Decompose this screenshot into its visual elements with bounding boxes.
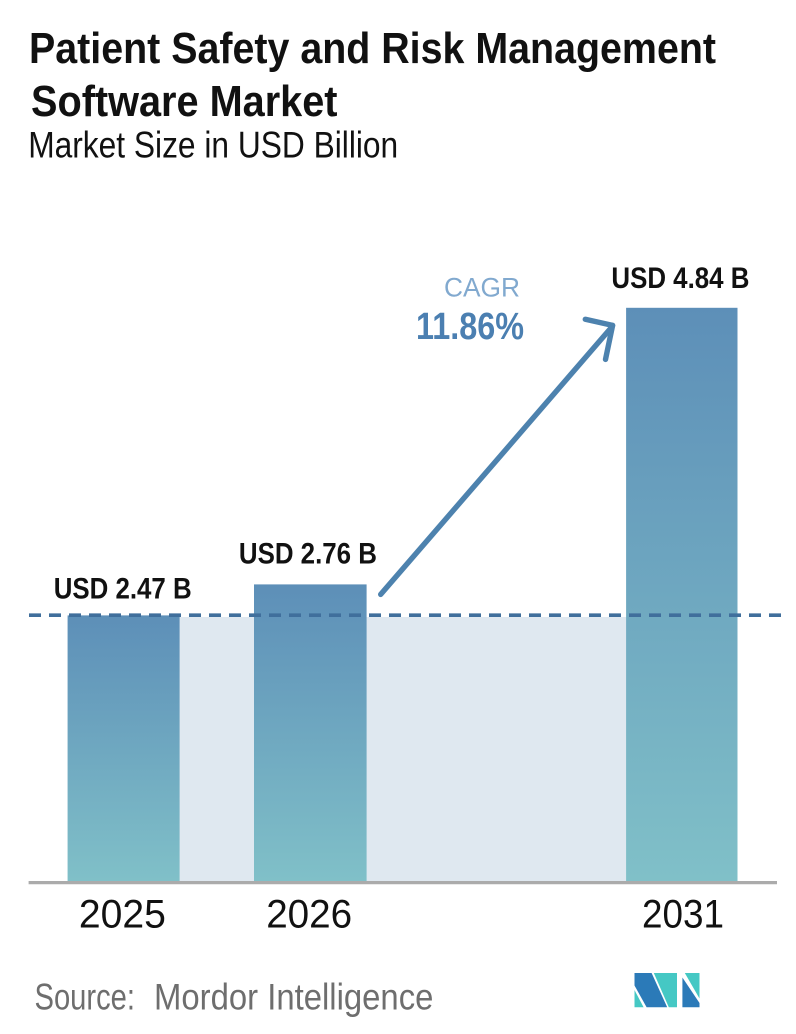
svg-text:2031: 2031: [642, 893, 724, 937]
svg-text:Software Market: Software Market: [31, 77, 338, 126]
svg-text:11.86%: 11.86%: [416, 306, 524, 348]
svg-text:2026: 2026: [266, 893, 352, 937]
svg-text:Source:: Source:: [35, 977, 136, 1018]
svg-text:USD 4.84 B: USD 4.84 B: [611, 262, 749, 295]
svg-text:USD 2.76 B: USD 2.76 B: [239, 537, 377, 570]
svg-text:2025: 2025: [79, 893, 166, 937]
svg-text:Patient Safety and Risk Manage: Patient Safety and Risk Management: [29, 24, 716, 73]
svg-text:Mordor Intelligence: Mordor Intelligence: [154, 977, 433, 1018]
svg-text:Market Size in USD Billion: Market Size in USD Billion: [28, 125, 398, 166]
svg-text:USD 2.47 B: USD 2.47 B: [54, 572, 192, 605]
svg-text:CAGR: CAGR: [444, 273, 520, 303]
